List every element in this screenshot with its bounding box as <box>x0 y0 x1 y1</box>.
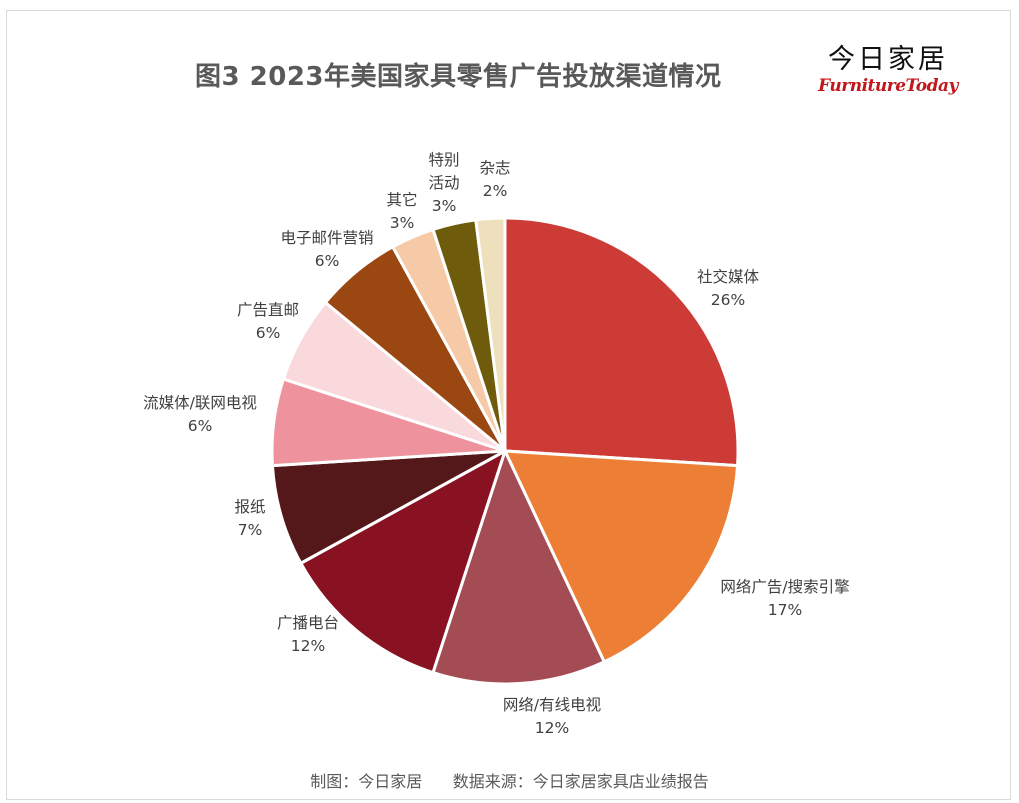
pie-slice <box>474 216 507 453</box>
slice-label: 广告直邮 6% <box>237 301 299 342</box>
slice-percent: 7% <box>238 521 263 539</box>
source-footer: 制图：今日家居 数据来源：今日家居家具店业绩报告 <box>310 772 709 791</box>
pie-slice <box>431 449 606 686</box>
slice-category: 活动 <box>428 174 459 192</box>
slice-percent: 12% <box>291 637 325 655</box>
slice-percent: 17% <box>768 601 802 619</box>
pie-slices <box>270 216 740 686</box>
slice-percent: 2% <box>483 182 508 200</box>
pie-slice <box>270 449 507 565</box>
logo-chinese-text: 今日家居 <box>828 44 948 75</box>
slice-category: 电子邮件营销 <box>280 229 373 247</box>
slice-category: 特别 <box>428 151 459 169</box>
logo-english-text: FurnitureToday <box>818 76 958 96</box>
pie-slice <box>299 449 507 675</box>
slice-category: 报纸 <box>234 498 265 516</box>
slice-percent: 26% <box>711 291 745 309</box>
slice-category: 广播电台 <box>277 614 339 632</box>
slice-category: 杂志 <box>479 159 510 177</box>
slice-label: 报纸 7% <box>234 498 265 539</box>
pie-labels: 社交媒体 26% 网络广告/搜索引擎 17% 网络/有线电视 12% 广播电台 12% 报纸 7%… <box>143 151 849 737</box>
slice-category: 网络/有线电视 <box>503 696 601 714</box>
brand-logo: 今日家居 FurnitureToday <box>818 44 958 96</box>
slice-label: 社交媒体 26% <box>697 268 760 309</box>
chart-title: 图3 2023年美国家具零售广告投放渠道情况 <box>195 62 722 92</box>
slice-label: 流媒体/联网电视 6% <box>143 394 257 435</box>
slice-label: 网络/有线电视 12% <box>503 696 601 737</box>
slice-percent: 3% <box>432 197 457 215</box>
slice-percent: 12% <box>535 719 569 737</box>
slice-label: 广播电台 12% <box>277 614 339 655</box>
slice-category: 社交媒体 <box>697 268 760 286</box>
slice-percent: 6% <box>188 417 213 435</box>
slice-label: 杂志 2% <box>479 159 510 200</box>
slice-percent: 6% <box>315 252 340 270</box>
pie-slice <box>503 216 740 468</box>
slice-label: 其它 3% <box>386 191 417 232</box>
slice-category: 广告直邮 <box>237 301 299 319</box>
slice-category: 其它 <box>386 191 417 209</box>
slice-percent: 3% <box>390 214 415 232</box>
slice-label: 特别活动 3% <box>428 151 459 215</box>
slice-category: 网络广告/搜索引擎 <box>720 578 849 596</box>
slice-label: 网络广告/搜索引擎 17% <box>720 578 849 619</box>
pie-slice <box>503 449 740 664</box>
slice-percent: 6% <box>256 324 281 342</box>
slice-label: 电子邮件营销 6% <box>280 229 373 270</box>
slice-category: 流媒体/联网电视 <box>143 394 257 412</box>
